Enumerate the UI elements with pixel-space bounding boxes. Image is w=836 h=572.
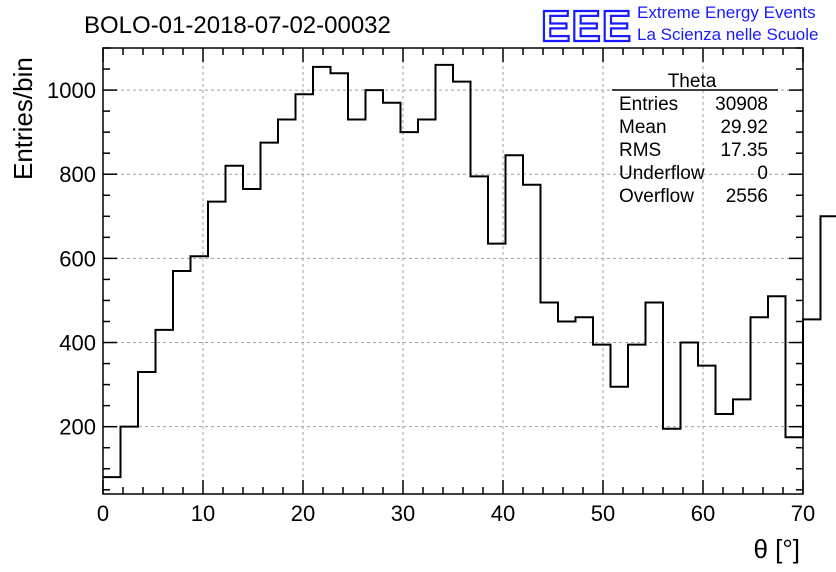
plot-frame [102, 47, 804, 495]
x-tick-labels: 0 10 20 30 40 50 60 70 [97, 501, 815, 526]
y-tick-label: 200 [59, 415, 96, 440]
stats-value: 0 [757, 163, 768, 184]
stats-value: 17.35 [720, 140, 768, 161]
x-tick-label: 70 [791, 501, 815, 526]
y-tick-label: 800 [59, 162, 96, 187]
y-tick-labels: 200 400 600 800 1000 [47, 78, 96, 440]
stats-box: Theta Entries 30908 Mean 29.92 RMS 17.35 Under… [612, 71, 778, 207]
stats-label: Entries [619, 94, 678, 115]
logo-line-1: Extreme Energy Events [637, 3, 816, 22]
x-tick-label: 10 [191, 501, 215, 526]
chart-title: BOLO-01-2018-07-02-00032 [84, 12, 391, 39]
histogram-series [103, 63, 836, 479]
x-tick-label: 50 [591, 501, 615, 526]
x-axis-label: θ [°] [753, 534, 800, 564]
stats-label: Mean [619, 117, 667, 138]
axis-ticks [102, 47, 804, 494]
x-tick-label: 60 [691, 501, 715, 526]
stats-value: 29.92 [720, 117, 768, 138]
x-tick-label: 0 [97, 501, 109, 526]
x-tick-label: 30 [391, 501, 415, 526]
y-axis-label: Entries/bin [8, 57, 38, 180]
y-tick-label: 400 [59, 331, 96, 356]
stats-label: RMS [619, 140, 661, 161]
eee-logo-mark: EEE [541, 2, 632, 51]
logo-line-2: La Scienza nelle Scuole [637, 25, 818, 44]
stats-box-title: Theta [668, 71, 717, 92]
x-tick-label: 20 [291, 501, 315, 526]
stats-label: Overflow [619, 186, 694, 207]
stats-value: 30908 [715, 94, 768, 115]
y-tick-label: 1000 [47, 78, 96, 103]
stats-value: 2556 [726, 186, 768, 207]
x-tick-label: 40 [491, 501, 515, 526]
grid [103, 48, 803, 494]
stats-label: Underflow [619, 163, 705, 184]
y-tick-label: 600 [59, 246, 96, 271]
